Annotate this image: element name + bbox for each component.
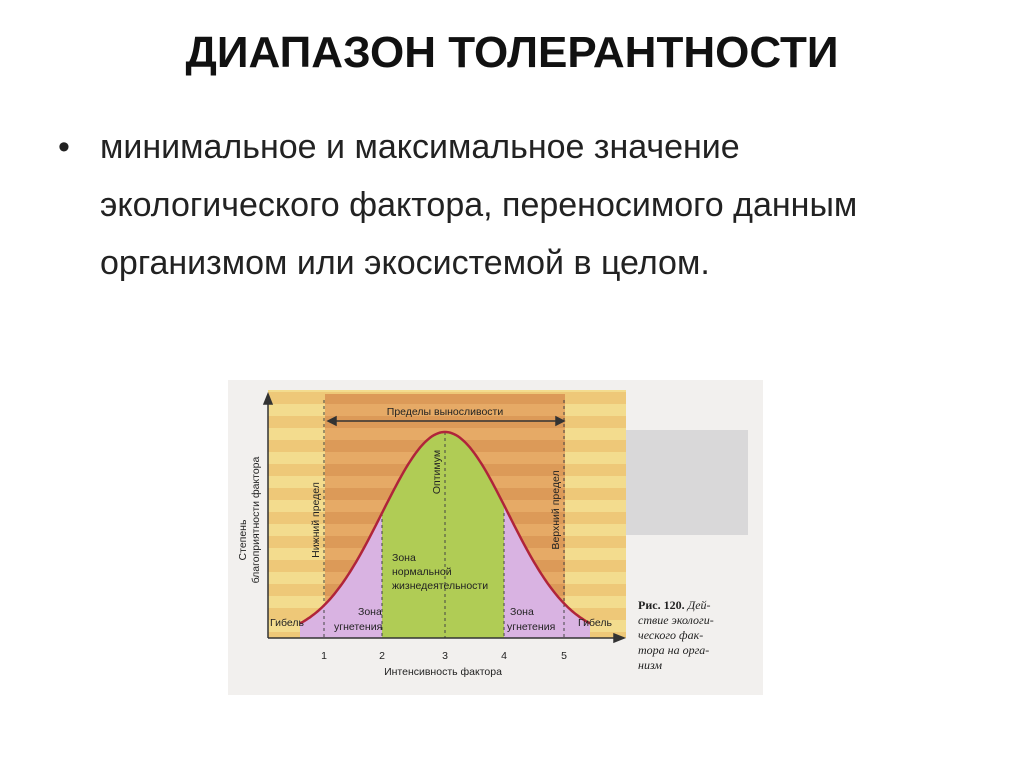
caption-line: ствие экологи- (638, 613, 714, 627)
x-tick: 1 (321, 650, 327, 662)
x-tick: 2 (379, 650, 385, 662)
lower-limit-label: Нижний предел (310, 482, 322, 558)
oppression-zone-left (300, 513, 382, 638)
y-axis-label-2: благоприятности фактора (250, 456, 262, 583)
tolerance-figure: Пределы выносливости Нижний предел Верхн… (228, 380, 763, 695)
normal-zone-line-3: жизнедеятельности (392, 580, 488, 592)
svg-text:Рис. 120. Дей-: Рис. 120. Дей- (638, 598, 711, 612)
caption-line: тора на орга- (638, 643, 709, 657)
range-arrowheads (326, 415, 566, 427)
x-tick: 4 (501, 650, 507, 662)
normal-zone-line-1: Зона (392, 552, 416, 564)
normal-zone-line-2: нормальной (392, 566, 452, 578)
death-left: Гибель (270, 617, 304, 629)
oppression-right-2: угнетения (507, 621, 555, 633)
x-axis-label: Интенсивность фактора (384, 666, 502, 678)
oppression-zone-right (504, 505, 590, 638)
slide-title: ДИАПАЗОН ТОЛЕРАНТНОСТИ (185, 28, 839, 77)
caption-number: Рис. 120. (638, 598, 685, 612)
oppression-right-1: Зона (510, 606, 534, 618)
caption-line: низм (638, 658, 662, 672)
oppression-left-2: угнетения (334, 621, 382, 633)
oppression-left-1: Зона (358, 606, 382, 618)
caption-line: ческого фак- (638, 628, 703, 642)
x-axis-arrow (613, 632, 627, 644)
upper-limit-label: Верхний предел (550, 470, 562, 549)
caption-line: Дей- (687, 598, 711, 612)
y-axis-arrow (262, 391, 274, 405)
normal-zone (382, 432, 504, 638)
bullet-item: • минимальное и максимальное значение эк… (58, 118, 898, 292)
x-tick: 5 (561, 650, 567, 662)
tolerance-curve (299, 430, 591, 625)
death-right: Гибель (578, 617, 612, 629)
optimum-label: Оптимум (431, 450, 443, 494)
range-label: Пределы выносливости (387, 406, 504, 418)
y-axis-label-1: Степень (237, 519, 249, 560)
figure-caption: Рис. 120. Дей- ствие экологи- ческого фа… (638, 598, 714, 672)
bullet-marker: • (58, 128, 70, 166)
bullet-text: минимальное и максимальное значение экол… (100, 128, 858, 282)
x-tick: 3 (442, 650, 448, 662)
